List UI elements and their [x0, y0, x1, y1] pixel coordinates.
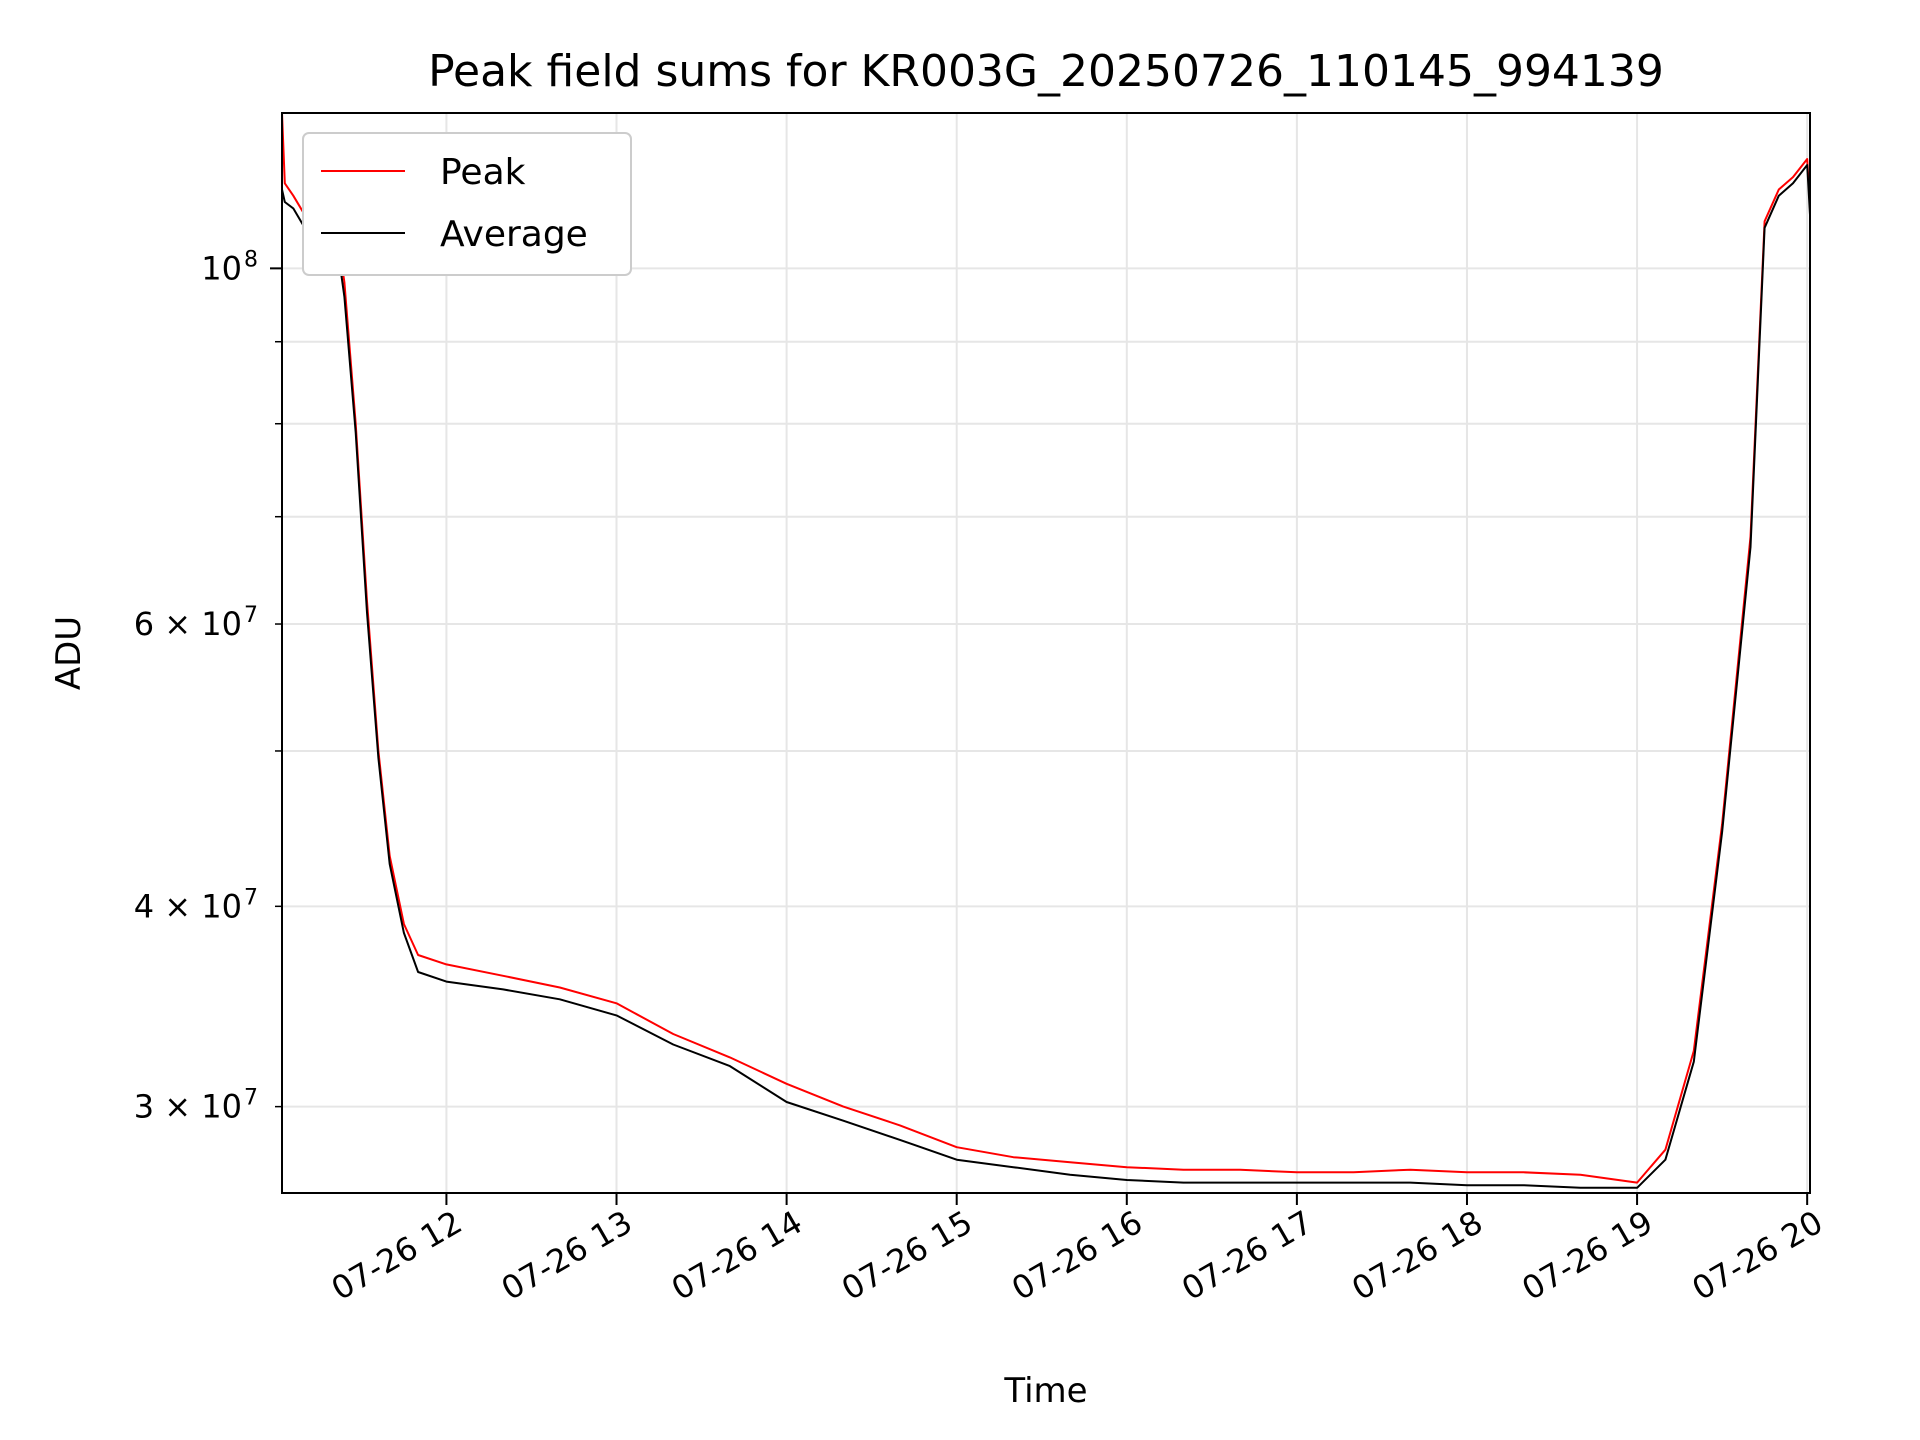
y-tick-label: 10: [201, 249, 242, 287]
legend-box: [302, 132, 632, 276]
legend-label-average: Average: [440, 214, 588, 255]
y-axis-label: ADU: [49, 616, 89, 690]
y-tick-label: 4 × 10: [134, 887, 242, 925]
y-tick-label: 3 × 10: [134, 1088, 242, 1126]
y-tick-label-exponent: 7: [244, 885, 258, 910]
series-line-average: [281, 164, 1811, 1189]
y-tick-label-base: 10: [201, 249, 242, 287]
y-tick-label-exponent: 8: [244, 247, 258, 272]
y-tick-label: 6 × 10: [134, 605, 242, 643]
y-tick-label-exponent: 7: [244, 603, 258, 628]
chart-title: Peak field sums for KR003G_20250726_1101…: [428, 46, 1664, 97]
x-axis-label: Time: [1003, 1371, 1087, 1411]
y-tick-label-base: 4 × 10: [134, 887, 242, 925]
y-tick-label-base: 3 × 10: [134, 1088, 242, 1126]
y-tick-label-base: 6 × 10: [134, 605, 242, 643]
series-layer: [281, 112, 1811, 1189]
legend-label-peak: Peak: [440, 152, 526, 193]
series-line-peak: [281, 112, 1811, 1184]
legend: Peak Average: [302, 132, 632, 276]
y-tick-label-exponent: 7: [244, 1086, 258, 1111]
grid: [282, 113, 1810, 1193]
y-axis-ticks: 10 83 × 10 74 × 10 76 × 10 7: [134, 247, 282, 1126]
plot-frame: [281, 112, 1811, 1194]
